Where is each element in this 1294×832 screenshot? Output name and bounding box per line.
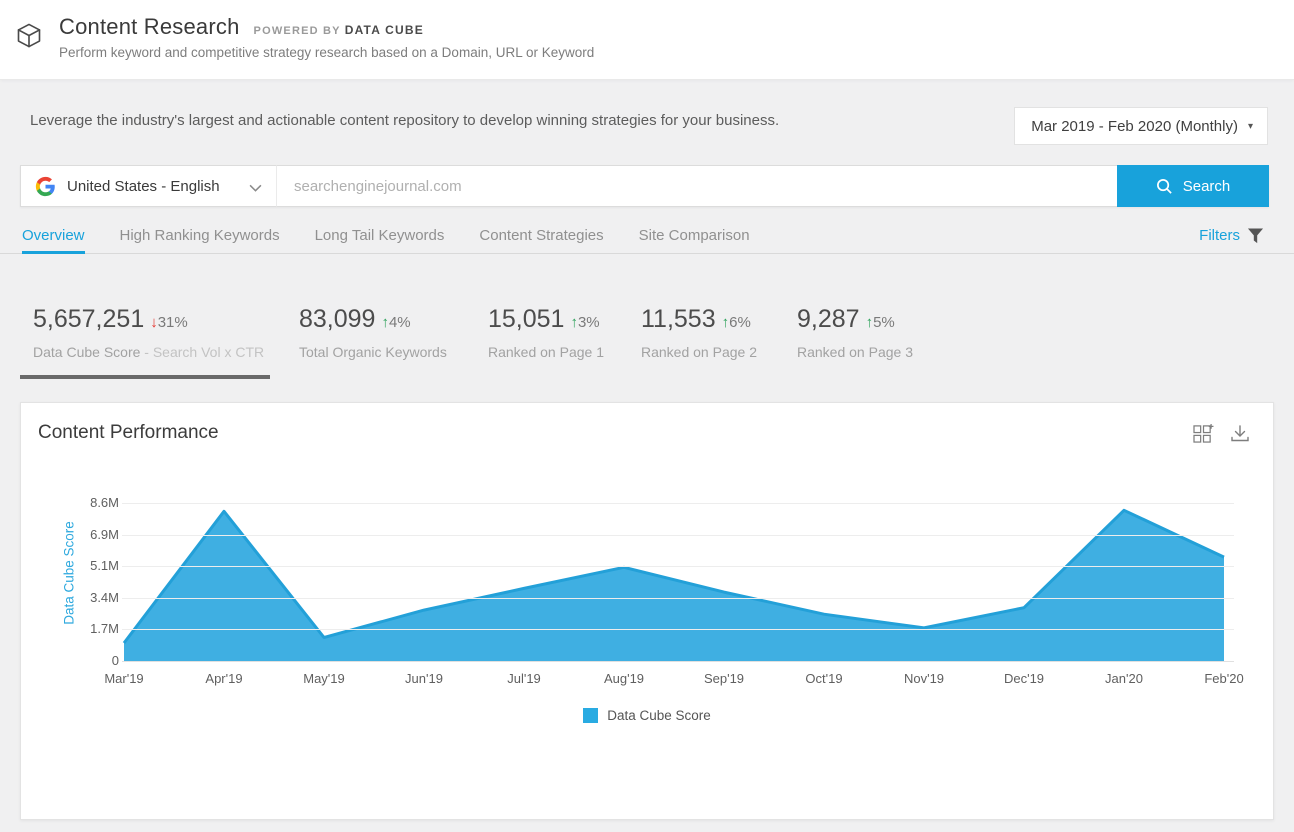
stat-value: 9,287 <box>797 305 860 333</box>
y-axis-tick: 8.6M <box>90 495 119 510</box>
x-axis-tick: Nov'19 <box>903 671 945 686</box>
tab-site-comparison[interactable]: Site Comparison <box>638 227 750 244</box>
stat-delta: 6% <box>729 314 751 331</box>
y-axis-tick: 0 <box>111 653 119 668</box>
area-line <box>122 508 1225 644</box>
x-axis-tick: Jul'19 <box>507 671 541 686</box>
gridline <box>122 534 1234 536</box>
y-axis-tick: 1.7M <box>90 621 119 637</box>
date-range-select[interactable]: Mar 2019 - Feb 2020 (Monthly) ▾ <box>1014 107 1268 145</box>
grid-plus-icon <box>1193 424 1214 443</box>
search-button[interactable]: Search <box>1117 165 1269 207</box>
data-cube-icon <box>15 21 43 55</box>
stat-ranked-page-2[interactable]: 11,553 ↑6% Ranked on Page 2 <box>641 305 797 379</box>
chart-title: Content Performance <box>38 422 219 443</box>
trend-up-icon: ↑ <box>721 314 730 331</box>
app-header: Content Research POWERED BY DATA CUBE Per… <box>0 0 1294 80</box>
download-button[interactable] <box>1231 425 1249 442</box>
tab-high-ranking-keywords[interactable]: High Ranking Keywords <box>119 227 280 244</box>
x-axis-tick: Jan'20 <box>1105 671 1143 686</box>
search-icon <box>1156 178 1173 195</box>
stat-data-cube-score[interactable]: 5,657,251 ↓31% Data Cube Score - Search … <box>20 305 270 379</box>
powered-by-label: POWERED BY <box>253 25 341 37</box>
x-axis-tick: Dec'19 <box>1003 671 1045 686</box>
stat-ranked-page-3[interactable]: 9,287 ↑5% Ranked on Page 3 <box>797 305 997 379</box>
gridline <box>122 629 1234 631</box>
chart-area: Data Cube Score Data Cube Score 0 1.7M 3.4… <box>21 403 1273 819</box>
trend-down-icon: ↓ <box>150 314 158 331</box>
filters-label: Filters <box>1199 227 1240 244</box>
stat-label: Ranked on Page 1 <box>488 344 604 360</box>
tab-long-tail-keywords[interactable]: Long Tail Keywords <box>314 227 445 244</box>
stat-label: Ranked on Page 2 <box>641 344 757 360</box>
y-axis-tick: 5.1M <box>90 558 119 574</box>
stat-value: 5,657,251 <box>33 305 145 333</box>
caret-down-icon: ▾ <box>1247 120 1253 132</box>
y-axis-tick: 3.4M <box>90 589 119 605</box>
stat-total-organic-keywords[interactable]: 83,099 ↑4% Total Organic Keywords <box>299 305 488 379</box>
page-subtitle: Perform keyword and competitive strategy… <box>59 45 595 60</box>
trend-up-icon: ↑ <box>865 314 874 331</box>
intro-text: Leverage the industry's largest and acti… <box>30 112 780 129</box>
area-chart <box>122 508 1225 661</box>
gridline <box>122 661 1234 662</box>
stat-delta: 31% <box>157 314 188 331</box>
x-axis-tick: Apr'19 <box>205 671 243 686</box>
search-button-label: Search <box>1182 177 1231 195</box>
legend-item-data-cube-score[interactable]: Data Cube Score <box>21 708 1273 723</box>
x-axis-tick: Feb'20 <box>1204 671 1244 686</box>
tab-overview[interactable]: Overview <box>22 227 85 254</box>
search-bar: United States - English Search <box>20 165 1269 207</box>
tab-content-strategies[interactable]: Content Strategies <box>479 227 604 244</box>
stats-row: 5,657,251 ↓31% Data Cube Score - Search … <box>20 305 1274 379</box>
filters-link[interactable]: Filters <box>1199 227 1264 253</box>
area-fill <box>124 510 1224 661</box>
gridline <box>122 566 1234 568</box>
page-title: Content Research <box>59 14 240 39</box>
x-axis-tick: Oct'19 <box>805 671 843 686</box>
powered-by-badge: POWERED BY DATA CUBE <box>254 23 424 37</box>
trend-up-icon: ↑ <box>570 314 578 331</box>
active-stat-indicator <box>20 375 270 379</box>
trend-up-icon: ↑ <box>381 314 389 331</box>
x-axis-tick: Aug'19 <box>603 671 645 686</box>
y-axis-tick: 6.9M <box>90 526 119 542</box>
stat-value: 15,051 <box>488 305 565 333</box>
legend-label: Data Cube Score <box>607 708 711 723</box>
search-input[interactable] <box>276 165 1117 207</box>
locale-value: United States - English <box>67 177 220 195</box>
stat-value: 83,099 <box>299 305 376 333</box>
gridline <box>122 597 1234 599</box>
stat-value: 11,553 <box>641 305 716 333</box>
locale-selector[interactable]: United States - English <box>20 165 276 207</box>
stat-delta: 3% <box>577 314 600 331</box>
x-axis-tick: Jun'19 <box>405 671 443 686</box>
stat-sublabel: - Search Vol x CTR <box>144 344 265 360</box>
stat-label: Data Cube Score <box>33 344 141 360</box>
x-axis-tick: Sep'19 <box>703 671 745 686</box>
x-axis-tick: Mar'19 <box>104 671 144 686</box>
date-range-value: Mar 2019 - Feb 2020 (Monthly) <box>1031 117 1238 135</box>
filter-funnel-icon <box>1247 227 1264 244</box>
tab-bar: Overview High Ranking Keywords Long Tail… <box>0 224 1294 254</box>
brand-name: DATA CUBE <box>344 23 424 37</box>
gridline <box>122 503 1234 504</box>
chevron-down-icon <box>249 179 262 196</box>
legend-swatch <box>583 708 599 723</box>
stat-delta: 5% <box>873 314 895 331</box>
google-logo-icon <box>35 176 56 197</box>
add-to-dashboard-button[interactable] <box>1193 424 1214 443</box>
stat-ranked-page-1[interactable]: 15,051 ↑3% Ranked on Page 1 <box>488 305 641 379</box>
x-axis-tick: May'19 <box>303 671 345 686</box>
download-icon <box>1231 425 1249 442</box>
stat-delta: 4% <box>388 314 411 331</box>
content-performance-card: Content Performance <box>20 402 1274 820</box>
stat-label: Ranked on Page 3 <box>797 344 913 360</box>
stat-label: Total Organic Keywords <box>299 344 447 360</box>
